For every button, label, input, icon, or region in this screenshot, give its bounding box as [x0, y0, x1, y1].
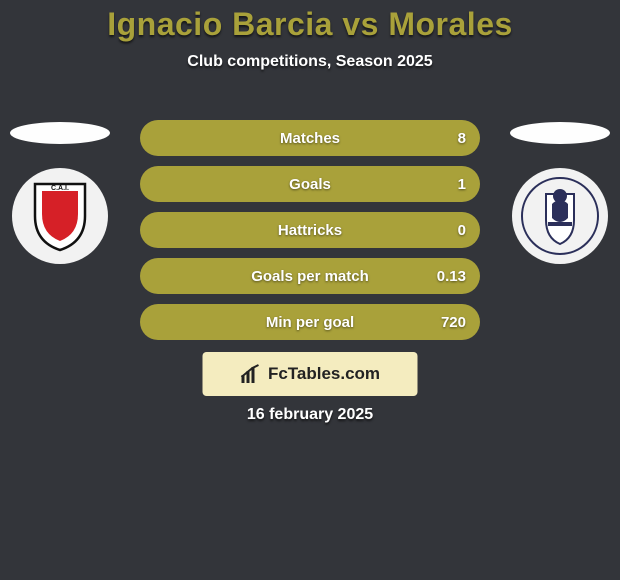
stat-label: Goals per match: [251, 268, 369, 285]
stat-label: Goals: [289, 176, 331, 193]
subtitle: Club competitions, Season 2025: [0, 53, 620, 71]
stat-value: 0.13: [437, 268, 466, 285]
stat-label: Hattricks: [278, 222, 342, 239]
stat-value: 1: [458, 176, 466, 193]
stat-label: Matches: [280, 130, 340, 147]
page-title: Ignacio Barcia vs Morales: [0, 0, 620, 43]
player-right-silhouette: [510, 122, 610, 144]
player-right-block: [510, 122, 610, 264]
bar-chart-icon: [240, 363, 262, 385]
branding-label: FcTables.com: [268, 364, 380, 384]
stat-value: 0: [458, 222, 466, 239]
stat-row: Min per goal 720: [140, 304, 480, 340]
crest-icon: [518, 174, 602, 258]
svg-text:C.A.I.: C.A.I.: [51, 185, 69, 192]
stats-table: Matches 8 Goals 1 Hattricks 0 Goals per …: [140, 120, 480, 350]
branding-box[interactable]: FcTables.com: [203, 352, 418, 396]
stat-label: Min per goal: [266, 314, 354, 331]
stat-value: 8: [458, 130, 466, 147]
club-right-badge: [512, 168, 608, 264]
date-label: 16 february 2025: [0, 406, 620, 424]
stat-row: Goals 1: [140, 166, 480, 202]
player-left-silhouette: [10, 122, 110, 144]
stat-row: Hattricks 0: [140, 212, 480, 248]
stat-row: Goals per match 0.13: [140, 258, 480, 294]
player-left-block: C.A.I.: [10, 122, 110, 264]
shield-icon: C.A.I.: [20, 176, 100, 256]
stat-value: 720: [441, 314, 466, 331]
stat-row: Matches 8: [140, 120, 480, 156]
club-left-badge: C.A.I.: [12, 168, 108, 264]
